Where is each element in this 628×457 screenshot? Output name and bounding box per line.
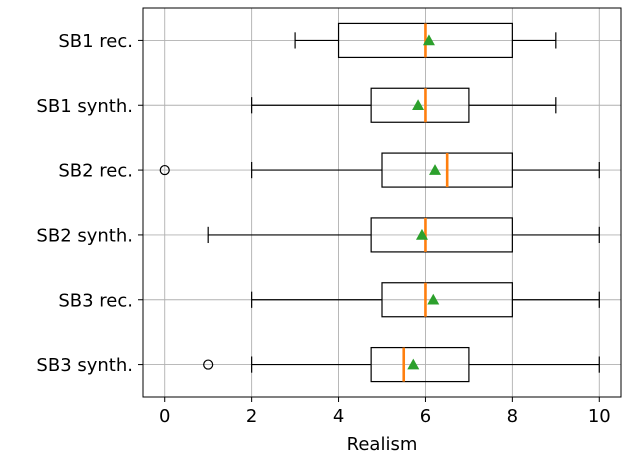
iqr-box bbox=[381, 282, 513, 318]
y-tick-label: SB2 rec. bbox=[58, 161, 133, 182]
box-group bbox=[251, 87, 557, 123]
x-tick-label: 8 bbox=[507, 406, 518, 427]
box-group bbox=[294, 22, 557, 59]
mean-marker bbox=[407, 358, 420, 370]
x-tick-label: 0 bbox=[159, 406, 170, 427]
box-group bbox=[159, 152, 600, 188]
x-tick-label: 2 bbox=[246, 406, 257, 427]
mean-marker bbox=[429, 164, 442, 175]
box-group bbox=[251, 282, 600, 318]
mean-marker bbox=[422, 34, 435, 46]
y-tick-label: SB1 synth. bbox=[36, 96, 133, 117]
mean-marker bbox=[412, 99, 425, 111]
y-axis: SB1 rec. SB1 synth. SB2 rec. SB2 synth. SB3 … bbox=[36, 31, 143, 376]
mean-marker bbox=[427, 293, 440, 305]
x-tick-label: 4 bbox=[333, 406, 344, 427]
y-tick-label: SB3 synth. bbox=[36, 355, 133, 376]
x-axis-label: Realism bbox=[347, 434, 418, 455]
box-group bbox=[207, 217, 600, 253]
outlier-point bbox=[159, 164, 170, 176]
y-tick-label: SB3 rec. bbox=[58, 290, 133, 311]
x-tick-label: 6 bbox=[420, 406, 431, 427]
iqr-box bbox=[370, 87, 470, 123]
plot-background bbox=[143, 8, 621, 397]
x-tick-label: 10 bbox=[588, 406, 611, 427]
boxes bbox=[159, 22, 600, 383]
y-tick-label: SB2 synth. bbox=[36, 225, 133, 246]
iqr-box bbox=[370, 346, 470, 383]
mean-marker bbox=[415, 228, 428, 240]
x-axis: 0 2 4 6 8 10 bbox=[159, 397, 611, 427]
box-group bbox=[203, 346, 600, 383]
y-tick-label: SB1 rec. bbox=[58, 31, 133, 52]
iqr-box bbox=[370, 217, 513, 253]
plot-frame bbox=[142, 7, 622, 398]
outlier-point bbox=[203, 359, 214, 370]
